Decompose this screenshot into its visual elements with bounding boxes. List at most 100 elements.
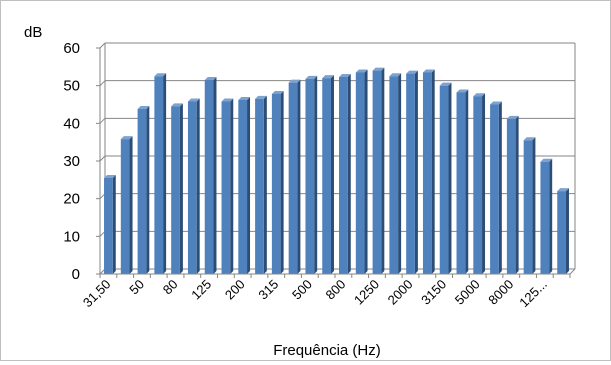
bar-side (129, 136, 133, 274)
bar (389, 73, 402, 274)
bar-side (297, 79, 301, 274)
bar (355, 69, 368, 274)
y-tick-label: 0 (72, 266, 80, 283)
bar (339, 74, 351, 275)
bar-face (389, 76, 399, 274)
bar-side (532, 137, 536, 274)
bar-top (322, 75, 334, 79)
bar-side (163, 73, 167, 274)
floor-right-edge (569, 268, 576, 275)
bar-top (154, 73, 167, 77)
bar-side (263, 95, 267, 274)
bar-face (238, 99, 248, 274)
bar-top (187, 98, 200, 102)
bar (204, 77, 217, 275)
bar-face (204, 80, 214, 275)
bar-side (515, 115, 519, 275)
bar-face (322, 78, 331, 274)
x-tick-label: 31,50 (80, 277, 114, 311)
bar (540, 158, 553, 274)
bar-top (523, 137, 536, 141)
bar-face (355, 72, 365, 274)
bar-top (422, 69, 435, 73)
bar-side (398, 73, 402, 274)
gridline-side (99, 80, 106, 87)
bar-side (414, 70, 418, 274)
bar (154, 73, 167, 274)
x-tick-label: 500 (289, 277, 315, 303)
bar-top (339, 74, 351, 78)
y-axis-title: dB (24, 24, 42, 41)
x-tick-label: 80 (160, 277, 181, 298)
bar-face (288, 82, 298, 274)
bar (372, 67, 385, 274)
bar-side (112, 174, 116, 274)
bar-face (339, 77, 348, 275)
bar-face (456, 92, 466, 275)
bar-top (439, 82, 452, 86)
bar-top (255, 95, 267, 99)
x-axis-title: Frequência (Hz) (273, 342, 381, 359)
bar-side (230, 98, 234, 274)
x-tick-label: 2000 (385, 277, 416, 308)
bar-side (314, 75, 318, 275)
bar-face (104, 177, 113, 274)
bar-face (540, 161, 550, 274)
y-tick-label: 10 (63, 228, 80, 245)
bar-side (247, 96, 251, 274)
bar-side (347, 74, 351, 275)
x-tick-label: 125... (516, 277, 550, 311)
bar (322, 75, 334, 274)
bar-face (221, 101, 231, 274)
bar (473, 93, 486, 274)
gridline-side (99, 155, 106, 162)
bar (255, 95, 267, 274)
x-tick-label: 800 (323, 277, 349, 303)
bar-top (204, 77, 217, 81)
bar-face (557, 191, 566, 274)
bar-top (271, 90, 284, 94)
bar-side (146, 106, 150, 275)
bar-side (381, 67, 385, 274)
x-tick-label: 3150 (418, 277, 449, 308)
x-tick-label: 50 (126, 277, 147, 298)
bar-face (120, 139, 130, 274)
bar (422, 69, 435, 274)
x-tick-label: 125 (188, 277, 214, 303)
bar (171, 103, 183, 274)
bar-face (154, 76, 164, 274)
bar-face (422, 72, 432, 274)
bar-top (557, 188, 569, 192)
bar (238, 96, 251, 274)
y-tick-label: 20 (63, 191, 80, 208)
bar (305, 75, 318, 275)
bar-top (506, 115, 519, 119)
bar-face (506, 118, 516, 275)
bar-face (439, 85, 449, 275)
bar (271, 90, 284, 274)
bar-face (187, 101, 197, 274)
bar-face (372, 70, 382, 274)
x-tick-label: 8000 (485, 277, 516, 308)
bar-face (255, 98, 264, 274)
bar-face (523, 140, 533, 274)
bar-top (540, 158, 553, 162)
bar-side (364, 69, 368, 274)
bar (221, 98, 234, 274)
bar-side (565, 188, 569, 274)
bar (120, 136, 133, 274)
x-tick-label: 1250 (351, 277, 382, 308)
bar-top (104, 174, 116, 178)
bar-top (490, 101, 502, 105)
bar (456, 89, 469, 275)
bar-face (490, 104, 499, 274)
bar (104, 174, 116, 274)
bar (288, 79, 301, 274)
bar (187, 98, 200, 274)
bar-top (238, 96, 251, 100)
bar (490, 101, 502, 274)
bar (557, 188, 569, 274)
bar-top (120, 136, 133, 140)
bar-face (406, 73, 415, 274)
